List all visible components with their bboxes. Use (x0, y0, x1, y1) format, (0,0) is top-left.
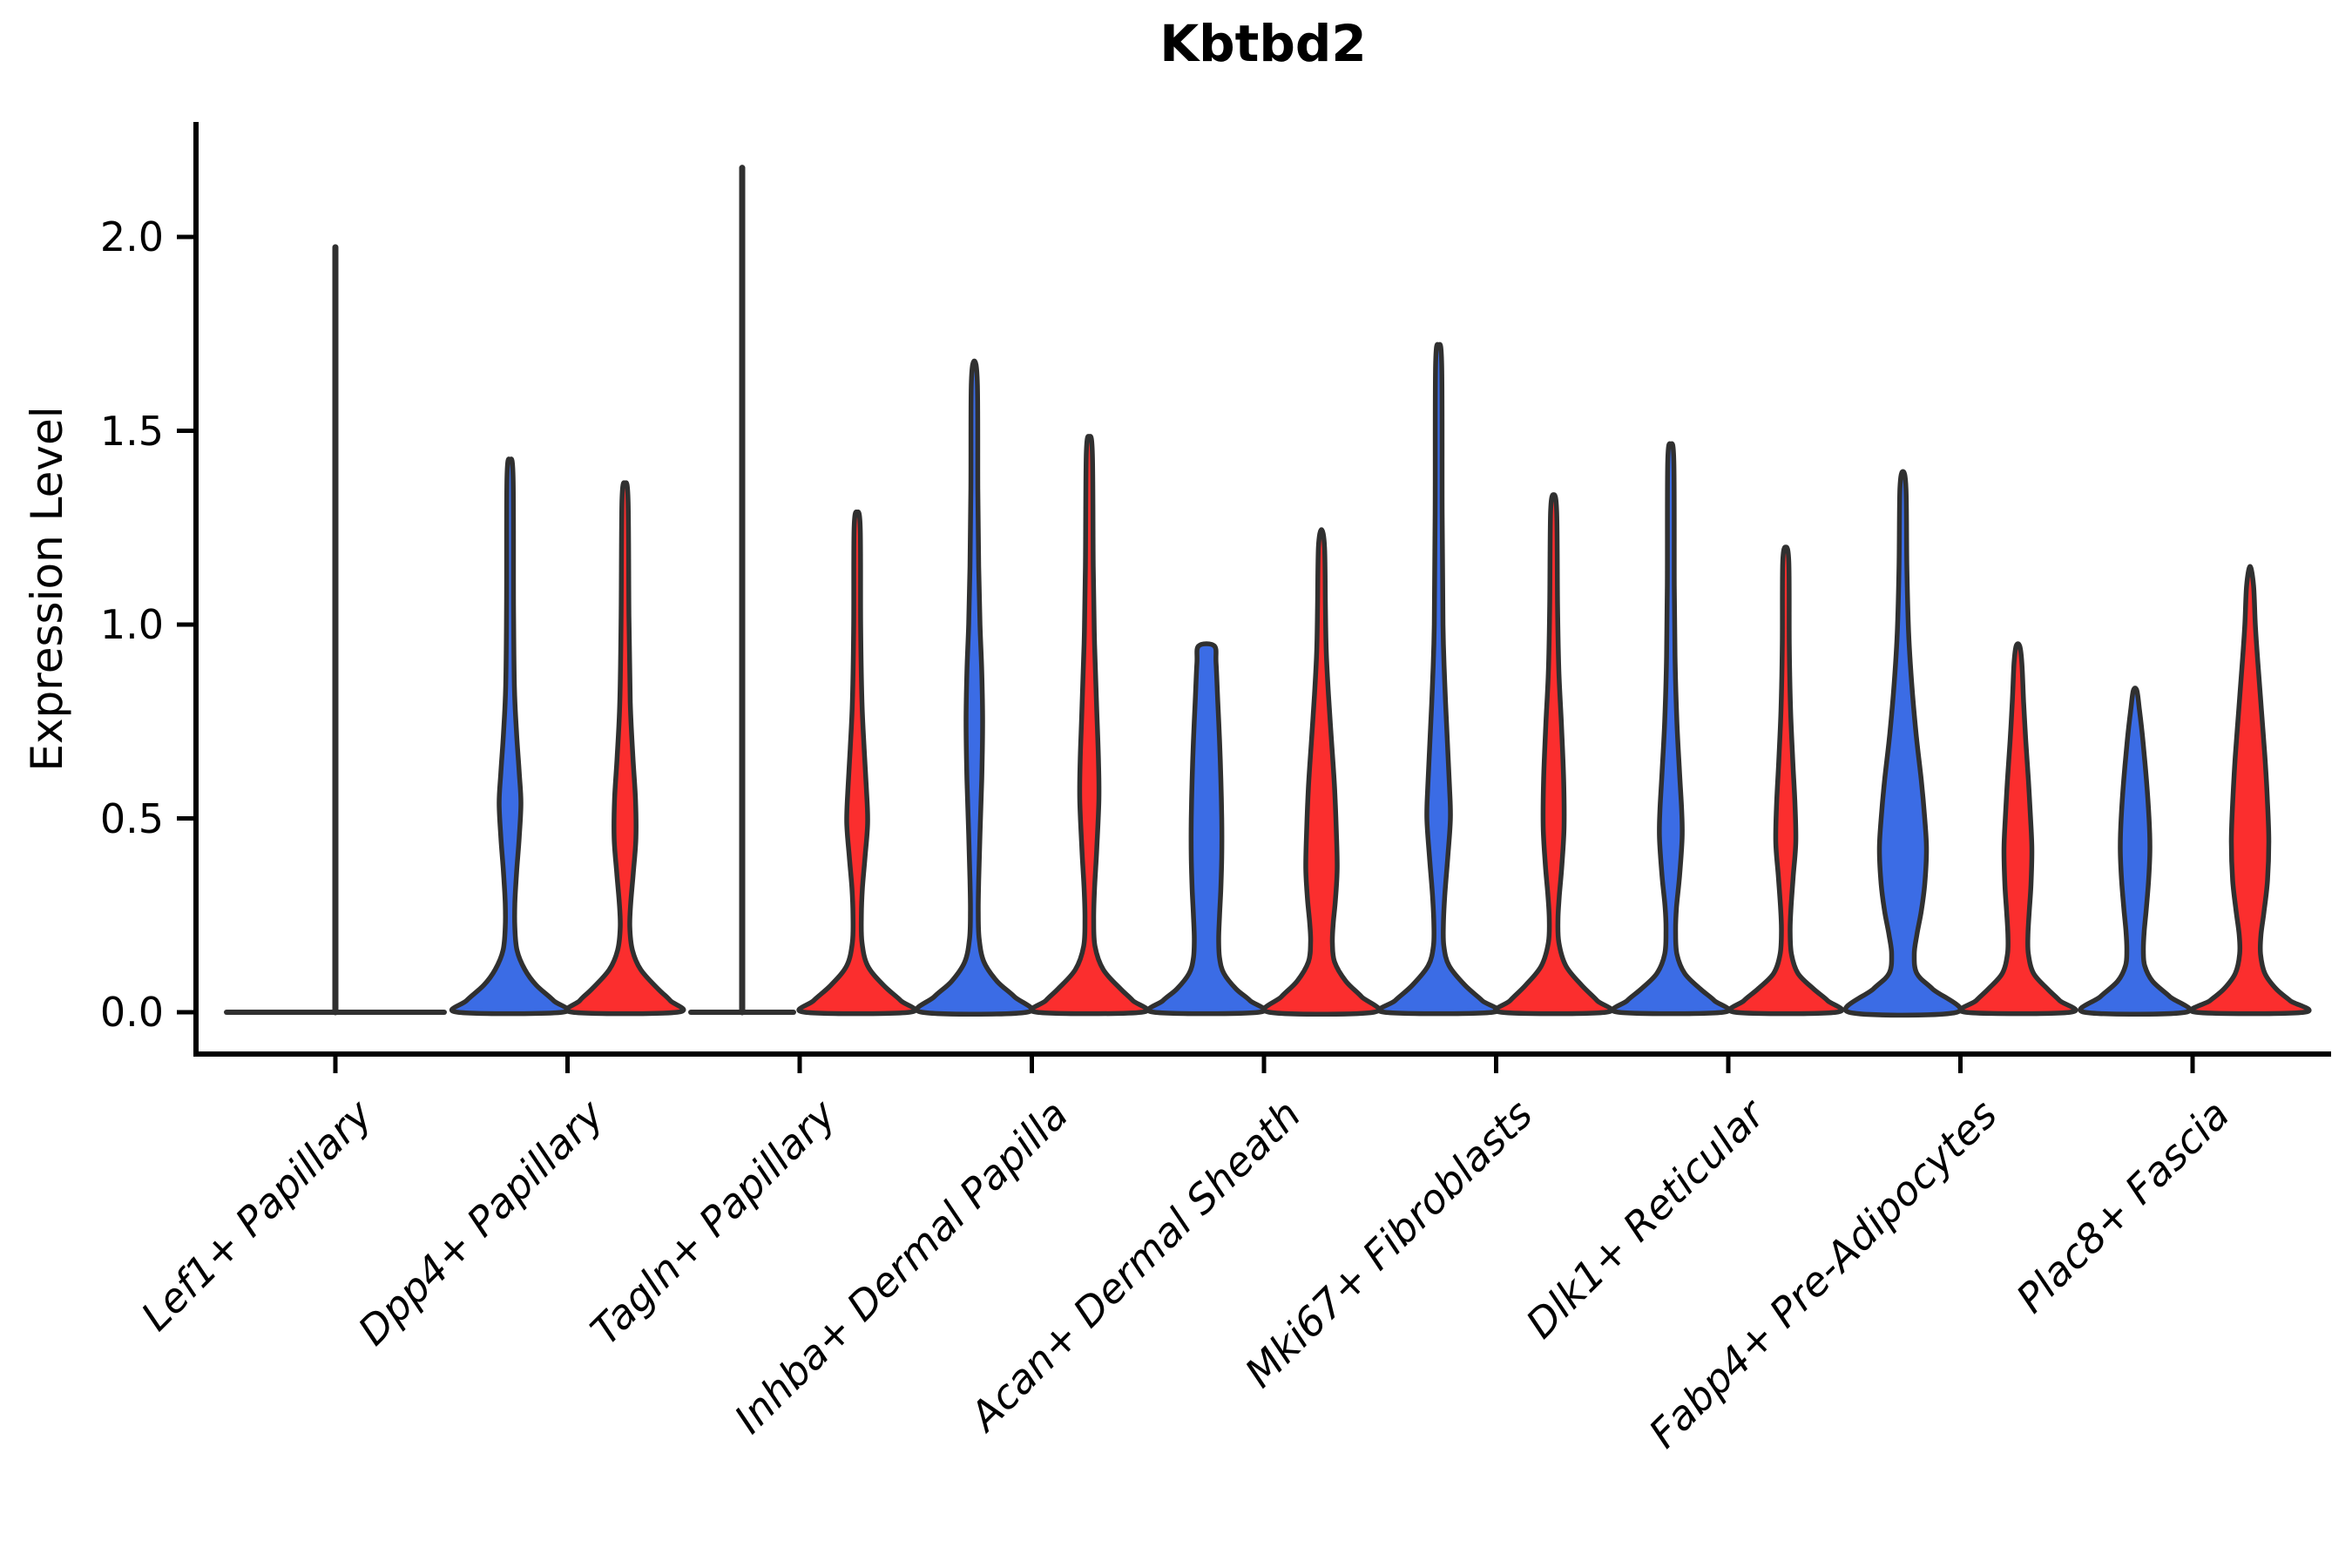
violin-inhba-dermal-papilla-blue (914, 358, 1035, 1017)
violin-tagln-papillary-red (796, 509, 918, 1017)
violin-inhba-dermal-papilla-red (1029, 434, 1150, 1017)
violin-acan-dermal-sheath-blue (1146, 641, 1267, 1017)
y-tick-label-2.0: 2.0 (99, 213, 164, 260)
violin-dlk1-reticular-blue (1610, 441, 1732, 1017)
y-tick-label-1.0: 1.0 (99, 601, 164, 648)
violin-fabp4-pre-adipocytes-blue (1842, 469, 1963, 1018)
y-tick-label-0.5: 0.5 (99, 794, 164, 842)
violin-mki67-fibroblasts-red (1492, 492, 1615, 1017)
chart-title: Kbtbd2 (1159, 14, 1367, 73)
violin-plac8-fascia-red (2188, 564, 2312, 1017)
violin-acan-dermal-sheath-red (1261, 527, 1382, 1017)
y-tick-label-0.0: 0.0 (99, 989, 164, 1036)
y-axis-label: Expression Level (22, 406, 72, 772)
violin-fabp4-pre-adipocytes-red (1957, 641, 2078, 1017)
violin-dlk1-reticular-red (1727, 544, 1845, 1017)
violin-mki67-fibroblasts-blue (1375, 341, 1502, 1017)
violin-dpp4-papillary-blue (449, 456, 571, 1017)
violin-dpp4-papillary-red (564, 480, 686, 1017)
violin-plac8-fascia-blue (2078, 686, 2193, 1017)
y-tick-label-1.5: 1.5 (99, 407, 164, 455)
